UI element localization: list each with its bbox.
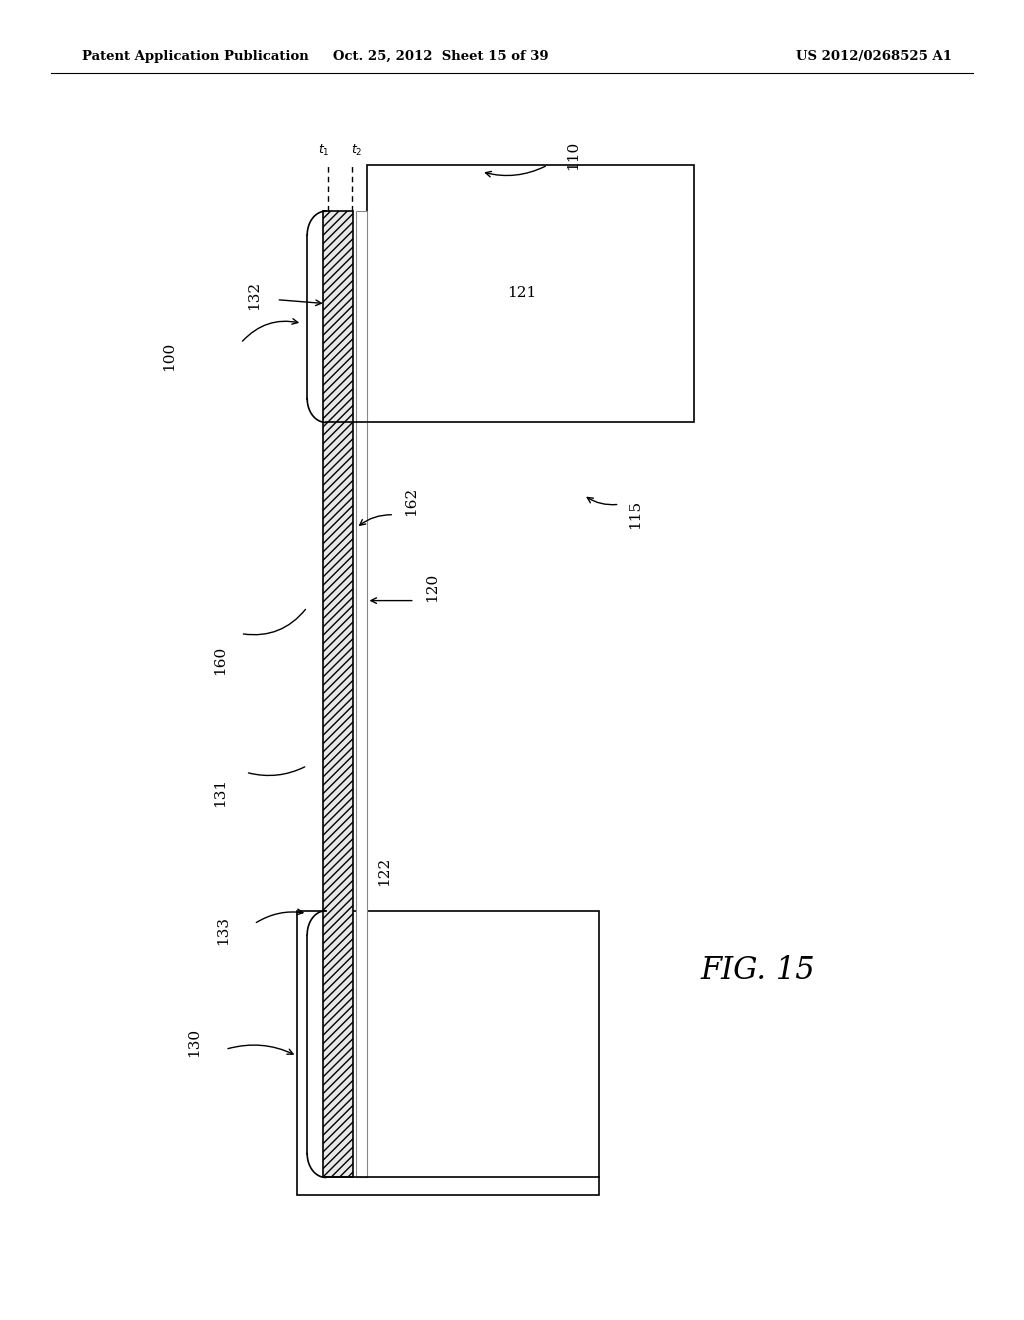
Text: 132: 132 [247,281,261,310]
Text: 100: 100 [162,342,176,371]
Text: US 2012/0268525 A1: US 2012/0268525 A1 [797,50,952,63]
Text: $t_1$: $t_1$ [317,144,330,158]
Text: Patent Application Publication: Patent Application Publication [82,50,308,63]
Text: 122: 122 [377,857,391,886]
Text: 121: 121 [508,286,537,300]
Text: 110: 110 [566,141,581,170]
Text: 131: 131 [213,777,227,807]
Text: 115: 115 [628,500,642,529]
Text: 120: 120 [425,573,439,602]
Text: 162: 162 [404,487,419,516]
Text: 130: 130 [187,1028,202,1057]
Bar [367,165,694,422]
Text: Oct. 25, 2012  Sheet 15 of 39: Oct. 25, 2012 Sheet 15 of 39 [333,50,548,63]
Text: 133: 133 [216,916,230,945]
Text: FIG. 15: FIG. 15 [700,954,815,986]
Bar [297,911,599,1195]
Bar [356,211,367,1177]
Text: 160: 160 [213,645,227,675]
Bar [323,211,353,1177]
Text: $t_2$: $t_2$ [350,144,362,158]
